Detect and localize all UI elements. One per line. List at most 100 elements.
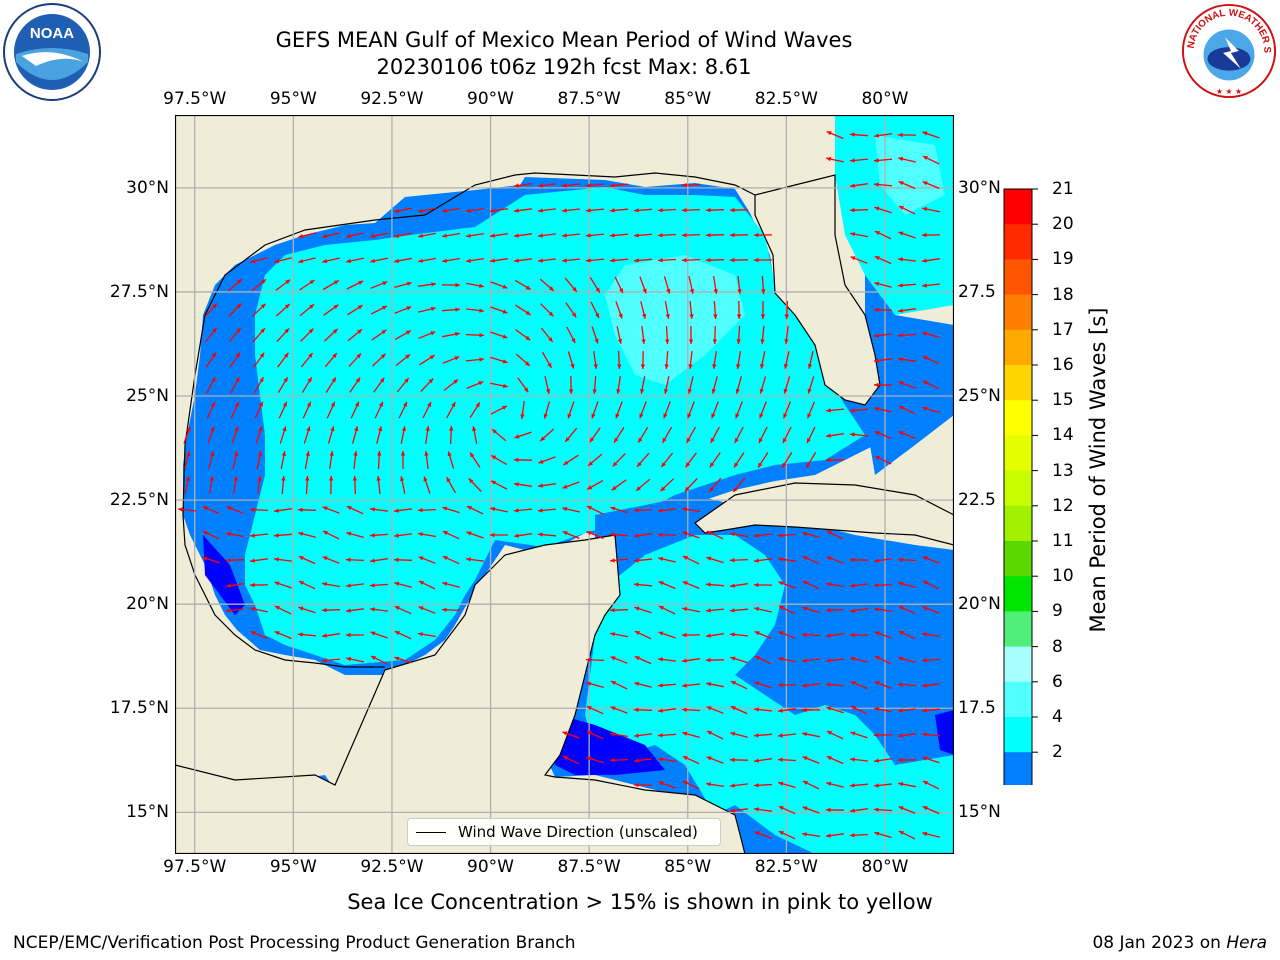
colorbar-segment	[1004, 435, 1032, 472]
direction-arrow-head	[479, 283, 484, 288]
direction-arrow-head	[586, 506, 592, 510]
direction-arrow-head	[274, 508, 279, 513]
direction-arrow-head	[706, 258, 711, 263]
direction-arrow-head	[922, 658, 927, 663]
gulf-water-field	[183, 177, 875, 675]
direction-arrow-head	[874, 758, 879, 763]
legend-label: Wind Wave Direction (unscaled)	[458, 823, 698, 841]
direction-arrow-head	[346, 632, 351, 638]
direction-arrow-head	[514, 434, 520, 439]
direction-arrow-head	[442, 208, 447, 213]
direction-arrow-head	[502, 284, 508, 289]
direction-arrow-head	[570, 363, 575, 369]
direction-arrow-head	[309, 304, 314, 309]
direction-arrow-head	[562, 484, 568, 489]
direction-arrow-head	[322, 658, 327, 663]
direction-arrow-head	[305, 476, 310, 481]
lat-tick-label-right: 27.5	[958, 281, 996, 302]
direction-arrow-head	[479, 333, 484, 338]
direction-arrow-head	[850, 681, 856, 686]
direction-arrow-head	[442, 556, 448, 561]
direction-arrow-head	[711, 413, 716, 419]
direction-arrow-head	[663, 388, 669, 394]
direction-arrow-head	[688, 364, 693, 369]
direction-arrow-head	[394, 656, 400, 661]
direction-arrow-head	[281, 451, 286, 456]
direction-arrow-head	[586, 731, 592, 736]
direction-arrow-head	[874, 732, 879, 738]
lat-tick-label-left: 22.5°N	[109, 490, 169, 511]
direction-arrow-head	[706, 608, 711, 613]
direction-arrow-head	[874, 231, 880, 236]
direction-arrow-head	[802, 632, 807, 637]
direction-arrow-head	[370, 233, 375, 238]
colorbar-tick-label: 19	[1052, 249, 1074, 270]
direction-arrow-head	[898, 631, 904, 636]
direction-arrow-head	[284, 304, 290, 309]
direction-arrow-head	[658, 683, 663, 688]
direction-arrow-head	[307, 377, 312, 383]
direction-arrow-head	[682, 632, 687, 638]
direction-arrow-head	[394, 631, 400, 636]
sea-ice-note: Sea Ice Concentration > 15% is shown in …	[347, 890, 933, 914]
direction-arrow-head	[826, 682, 831, 687]
direction-arrow-head	[401, 426, 407, 431]
direction-arrow-head	[826, 608, 831, 613]
direction-arrow-head	[455, 307, 460, 312]
chart-title: GEFS MEAN Gulf of Mexico Mean Period of …	[275, 28, 853, 52]
direction-arrow-head	[540, 436, 546, 441]
direction-arrow-head	[874, 456, 880, 460]
direction-arrow-head	[418, 632, 423, 637]
direction-arrow-head	[298, 259, 304, 264]
direction-arrow-head	[658, 532, 663, 538]
direction-arrow-head	[754, 807, 759, 812]
lon-tick-label-top: 92.5°W	[360, 89, 424, 109]
direction-arrow-head	[802, 683, 807, 688]
direction-arrow-head	[850, 656, 856, 662]
direction-arrow-head	[210, 401, 215, 407]
direction-arrow-head	[593, 364, 598, 369]
colorbar-tick-label: 9	[1052, 601, 1063, 622]
direction-arrow-head	[850, 706, 856, 710]
direction-arrow-head	[418, 258, 423, 263]
direction-arrow-head	[754, 257, 759, 263]
direction-arrow-head	[548, 311, 554, 317]
direction-arrow-head	[874, 406, 880, 412]
colorbar-segment	[1004, 224, 1032, 260]
direction-arrow-head	[682, 756, 688, 761]
lon-tick-label-top: 82.5°W	[754, 89, 818, 109]
direction-arrow-head	[850, 183, 855, 188]
lon-tick-label-bottom: 82.5°W	[754, 857, 818, 877]
lon-tick-label-top: 90°W	[467, 89, 515, 109]
direction-arrow-head	[802, 556, 808, 561]
direction-arrow-head	[548, 337, 553, 342]
direction-arrow-head	[922, 131, 928, 136]
direction-arrow-head	[592, 389, 597, 394]
direction-arrow-head	[466, 531, 472, 536]
direction-arrow-head	[333, 280, 339, 285]
direction-arrow-head	[594, 338, 599, 344]
direction-arrow-head	[322, 233, 328, 239]
lat-tick-label-right: 15°N	[958, 802, 1001, 823]
direction-arrow-head	[309, 280, 315, 285]
direction-arrow-head	[682, 258, 687, 263]
direction-arrow-head	[778, 581, 784, 586]
direction-arrow-head	[922, 732, 927, 737]
direction-arrow-head	[922, 406, 928, 411]
direction-arrow-head	[802, 531, 808, 536]
direction-arrow-head	[226, 532, 231, 537]
direction-arrow-head	[898, 581, 904, 586]
direction-arrow-head	[874, 807, 879, 812]
direction-arrow-head	[730, 783, 735, 788]
direction-arrow-head	[442, 607, 447, 612]
direction-arrow-head	[709, 486, 714, 492]
direction-arrow-head	[346, 557, 351, 562]
direction-arrow-head	[595, 287, 600, 293]
direction-arrow-head	[322, 531, 328, 535]
direction-arrow-head	[538, 532, 543, 537]
direction-arrow-head	[826, 833, 831, 838]
direction-arrow-head	[298, 531, 304, 536]
direction-arrow-head	[758, 438, 763, 443]
direction-arrow-head	[802, 756, 808, 761]
direction-arrow-head	[665, 339, 670, 344]
